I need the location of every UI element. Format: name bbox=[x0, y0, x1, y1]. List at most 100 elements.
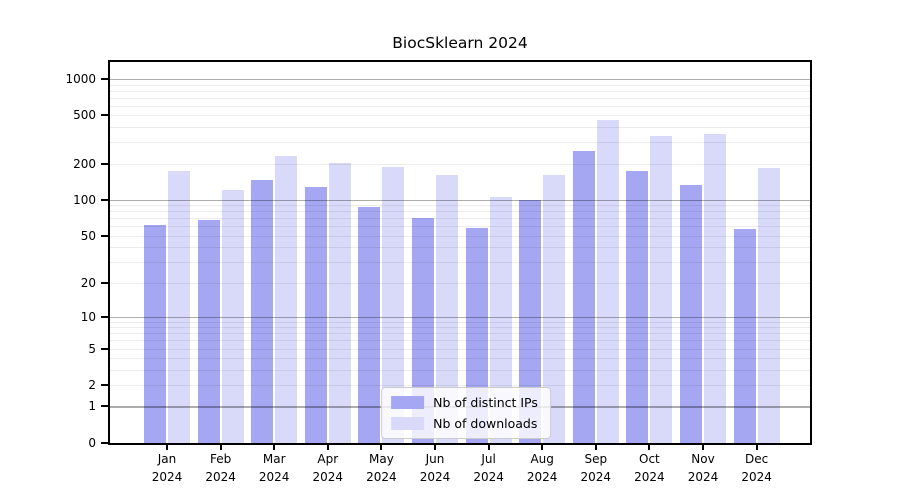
bar-distinct-ips bbox=[197, 219, 220, 443]
x-tick-month: Aug bbox=[530, 452, 554, 466]
bar-distinct-ips bbox=[572, 151, 595, 443]
y-tick-label: 10 bbox=[80, 309, 96, 324]
y-tick-mark bbox=[101, 281, 108, 284]
bar-distinct-ips bbox=[733, 229, 756, 443]
bar-distinct-ips bbox=[251, 179, 274, 443]
x-tick-year: 2024 bbox=[258, 470, 290, 484]
x-tick-month: Sep bbox=[584, 452, 608, 466]
x-tick-mark bbox=[541, 443, 544, 450]
gridline-minor bbox=[110, 327, 810, 329]
x-tick-mark bbox=[273, 443, 276, 450]
x-tick-mark bbox=[380, 443, 383, 450]
y-tick-label: 200 bbox=[73, 156, 96, 171]
gridline-minor bbox=[110, 163, 810, 165]
bar-downloads bbox=[704, 133, 726, 443]
gridline-minor bbox=[110, 358, 810, 360]
x-tick-label: Feb 2024 bbox=[189, 450, 253, 486]
y-tick-label: 50 bbox=[80, 228, 96, 243]
gridline-minor bbox=[110, 321, 810, 323]
gridline-minor bbox=[110, 127, 810, 129]
y-tick-mark bbox=[101, 162, 108, 165]
x-tick-year: 2024 bbox=[526, 470, 558, 484]
gridline-minor bbox=[110, 348, 810, 350]
bar-distinct-ips bbox=[144, 224, 166, 443]
gridline-major bbox=[110, 199, 810, 202]
x-tick-mark bbox=[434, 443, 436, 450]
x-tick-month: May bbox=[368, 452, 394, 466]
x-tick-month: Feb bbox=[209, 452, 232, 466]
x-tick-label: Oct 2024 bbox=[617, 450, 681, 486]
x-tick-label: Nov 2024 bbox=[671, 450, 735, 486]
x-tick-year: 2024 bbox=[366, 470, 397, 484]
bar-distinct-ips bbox=[358, 207, 381, 443]
bar-downloads bbox=[489, 197, 512, 443]
y-tick-label: 1 bbox=[88, 399, 96, 414]
legend-label-downloads: Nb of downloads bbox=[433, 416, 538, 431]
y-tick-mark bbox=[101, 234, 108, 237]
gridline-minor bbox=[110, 115, 810, 117]
y-tick-label: 5 bbox=[88, 341, 96, 356]
legend-item-downloads: Nb of downloads bbox=[391, 416, 538, 431]
gridline-major bbox=[110, 78, 810, 81]
gridline-minor bbox=[110, 262, 810, 264]
plot-area: Nb of distinct IPs Nb of downloads bbox=[108, 60, 812, 445]
chart-title: BiocSklearn 2024 bbox=[392, 34, 528, 52]
gridline-minor bbox=[110, 282, 810, 284]
gridline-minor bbox=[110, 226, 810, 228]
gridline-minor bbox=[110, 235, 810, 237]
bar-distinct-ips bbox=[680, 184, 702, 443]
y-tick-label: 0 bbox=[88, 436, 96, 450]
x-tick-label: Jul 2024 bbox=[457, 450, 521, 486]
gridline-minor bbox=[110, 90, 810, 92]
x-tick-mark bbox=[166, 443, 168, 450]
x-tick-year: 2024 bbox=[741, 470, 772, 484]
y-tick-label: 2 bbox=[88, 378, 96, 393]
x-tick-label: Mar 2024 bbox=[242, 450, 306, 486]
gridline-minor bbox=[110, 247, 810, 249]
x-tick-month: Mar bbox=[262, 452, 286, 466]
bar-downloads bbox=[275, 156, 298, 443]
x-tick-month: Apr bbox=[317, 452, 339, 466]
x-tick-month: Oct bbox=[639, 452, 660, 466]
x-tick-label: Sep 2024 bbox=[564, 450, 628, 486]
x-tick-month: Nov bbox=[691, 452, 715, 466]
bar-distinct-ips bbox=[519, 200, 542, 443]
x-tick-mark bbox=[755, 443, 758, 450]
gridline-minor bbox=[110, 84, 810, 86]
x-tick-month: Jan bbox=[157, 452, 177, 466]
y-tick-label: 1000 bbox=[65, 71, 96, 86]
x-tick-label: Jan 2024 bbox=[135, 450, 199, 486]
gridline-minor bbox=[110, 369, 810, 371]
y-tick-mark bbox=[101, 405, 108, 408]
x-tick-year: 2024 bbox=[419, 470, 451, 484]
gridline-major bbox=[110, 316, 810, 319]
y-tick-mark bbox=[101, 315, 108, 318]
x-tick-year: 2024 bbox=[151, 470, 183, 484]
bar-distinct-ips bbox=[412, 218, 434, 443]
x-tick-year: 2024 bbox=[205, 470, 236, 484]
x-tick-month: Jun bbox=[425, 452, 445, 466]
x-tick-label: Dec 2024 bbox=[725, 450, 789, 486]
x-tick-mark bbox=[219, 443, 222, 450]
x-tick-label: Jun 2024 bbox=[403, 450, 467, 486]
x-tick-year: 2024 bbox=[634, 470, 665, 484]
gridline-minor bbox=[110, 218, 810, 220]
x-tick-year: 2024 bbox=[312, 470, 344, 484]
y-tick-mark bbox=[101, 77, 108, 80]
x-tick-mark bbox=[594, 443, 597, 450]
bar-downloads bbox=[221, 189, 244, 443]
legend-swatch-downloads bbox=[391, 417, 425, 430]
bar-downloads bbox=[543, 174, 566, 443]
x-tick-mark bbox=[648, 443, 651, 450]
bar-downloads bbox=[757, 167, 780, 443]
legend-swatch-distinct-ips bbox=[391, 396, 425, 409]
x-tick-mark bbox=[326, 443, 329, 450]
gridline-minor bbox=[110, 333, 810, 335]
legend: Nb of distinct IPs Nb of downloads bbox=[381, 387, 551, 439]
y-tick-label: 20 bbox=[80, 275, 96, 290]
y-tick-label: 100 bbox=[73, 192, 96, 207]
x-tick-label: May 2024 bbox=[349, 450, 413, 486]
y-tick-mark bbox=[101, 114, 108, 117]
gridline-minor bbox=[110, 211, 810, 213]
